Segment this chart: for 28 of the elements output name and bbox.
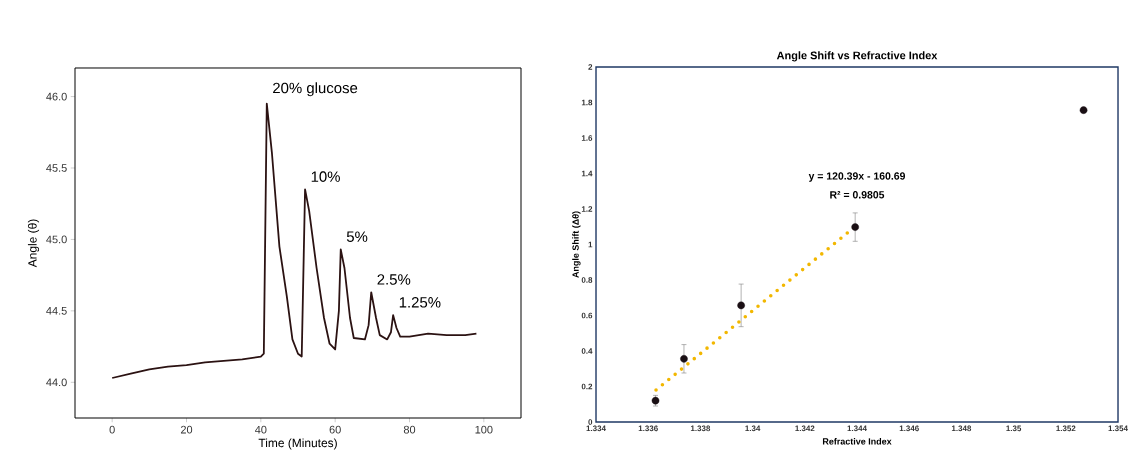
point — [680, 355, 688, 363]
y-axis-title: Angle Shift (Δθ) — [572, 211, 581, 278]
point — [737, 301, 745, 310]
y-tick-label: 44.5 — [46, 307, 67, 315]
y-tick-label: 45.5 — [46, 164, 67, 172]
annotation: 1.25% — [399, 297, 441, 308]
x-tick-label: 60 — [329, 425, 341, 434]
x-tick-label: 0 — [109, 425, 115, 434]
annotation: 2.5% — [377, 274, 411, 285]
annotation: y = 120.39x - 160.69 — [808, 172, 906, 182]
annotation: 20% glucose — [273, 82, 358, 97]
x-axis-title: Refractive Index — [822, 438, 892, 445]
point — [1079, 106, 1088, 114]
annotation: 5% — [346, 231, 368, 242]
chart-title: Angle Shift vs Refractive Index — [776, 51, 938, 62]
line-series — [111, 102, 478, 379]
x-tick-label: 20 — [180, 425, 193, 434]
x-tick-label: 40 — [254, 425, 267, 434]
x-axis-title: Time (Minutes) — [258, 438, 337, 450]
annotation: R² = 0.9805 — [830, 191, 885, 199]
y-tick-label: 45.0 — [46, 235, 67, 244]
y-axis-title: Angle (θ) — [27, 219, 40, 268]
x-tick-label: 100 — [475, 425, 493, 434]
point — [851, 223, 859, 231]
x-tick-label: 80 — [403, 425, 416, 434]
annotation: 10% — [311, 171, 340, 182]
y-tick-label: 46.0 — [46, 92, 67, 101]
y-tick-label: 44.0 — [46, 378, 67, 387]
